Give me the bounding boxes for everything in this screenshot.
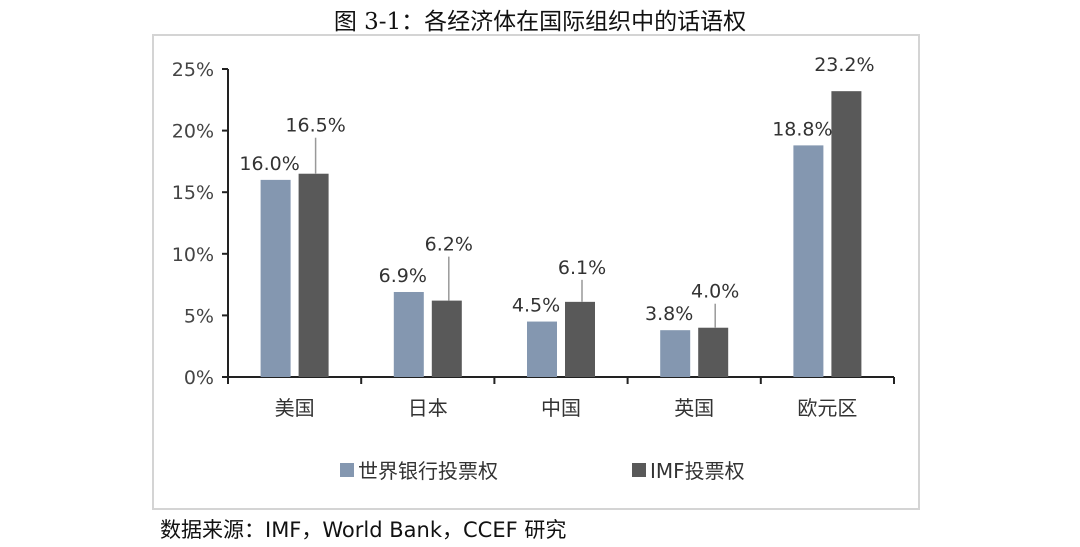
data-label: 4.0% [691, 281, 739, 303]
bar [793, 145, 824, 377]
data-label: 18.8% [772, 118, 832, 140]
data-label: 3.8% [645, 303, 693, 325]
x-tick-label: 日本 [408, 396, 448, 420]
bar [565, 301, 595, 377]
x-tick-label: 英国 [674, 396, 714, 420]
data-label: 4.5% [512, 295, 560, 317]
bar [431, 300, 462, 377]
axes: 0% 5% 10% 15% 20% 25% 美国 日本 中国 英国 欧元区 [172, 59, 895, 420]
data-label: 6.1% [558, 257, 606, 279]
y-tick-label: 5% [184, 305, 214, 327]
bar [698, 327, 729, 377]
y-tick-label: 10% [172, 244, 214, 266]
bar [298, 173, 329, 377]
chart-title: 图 3-1：各经济体在国际组织中的话语权 [333, 9, 747, 35]
legend-swatch [340, 463, 354, 477]
x-tick-label: 中国 [541, 396, 581, 420]
bars [260, 91, 862, 378]
x-tick-label: 欧元区 [797, 396, 857, 420]
data-label: 6.9% [379, 265, 427, 287]
legend-label: IMF投票权 [650, 459, 745, 483]
bar [393, 291, 424, 377]
x-tick-label: 美国 [275, 396, 315, 420]
bar [660, 330, 691, 377]
y-tick-label: 15% [172, 182, 214, 204]
bar [527, 321, 557, 377]
data-labels: 16.0% 6.9% 4.5% 3.8% 18.8% 16.5% 6.2% 6.1% 4.0% 2… [239, 54, 875, 328]
legend-swatch [632, 463, 646, 477]
legend: 世界银行投票权 IMF投票权 [340, 459, 745, 483]
source-note: 数据来源：IMF，World Bank，CCEF 研究 [160, 518, 567, 542]
data-label: 6.2% [425, 234, 473, 256]
bar [260, 179, 291, 377]
legend-label: 世界银行投票权 [358, 459, 498, 483]
y-tick-label: 25% [172, 59, 214, 81]
data-label: 23.2% [814, 54, 874, 76]
chart-frame [152, 34, 920, 510]
bar [831, 91, 862, 378]
data-label: 16.5% [285, 115, 345, 137]
data-label: 16.0% [239, 153, 299, 175]
y-tick-label: 0% [184, 367, 214, 389]
y-tick-label: 20% [172, 121, 214, 143]
